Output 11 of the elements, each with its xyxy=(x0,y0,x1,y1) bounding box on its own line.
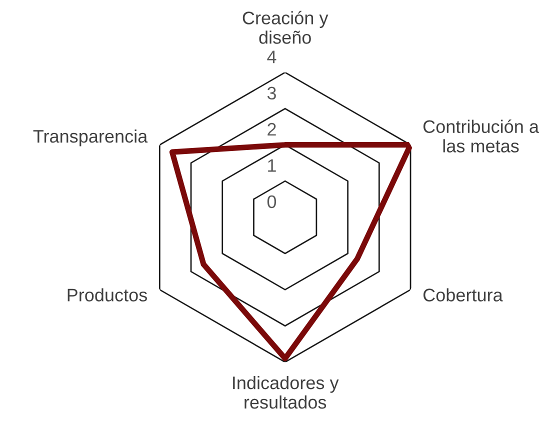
y-tick-label: 1 xyxy=(268,159,276,172)
spoke-label: Indicadores y resultados xyxy=(233,376,339,409)
y-tick-label: 4 xyxy=(267,50,276,64)
spoke-label: Creación y diseño xyxy=(242,10,328,44)
spoke-label: Cobertura xyxy=(423,288,503,302)
y-tick-label: 2 xyxy=(268,122,276,136)
y-tick-label: 3 xyxy=(267,86,276,100)
spoke-label: Productos xyxy=(68,288,147,302)
spoke-label: Contribución a las metas xyxy=(423,120,539,152)
spoke-label: Transparencia xyxy=(33,129,148,146)
y-tick-label: 0 xyxy=(267,195,276,208)
